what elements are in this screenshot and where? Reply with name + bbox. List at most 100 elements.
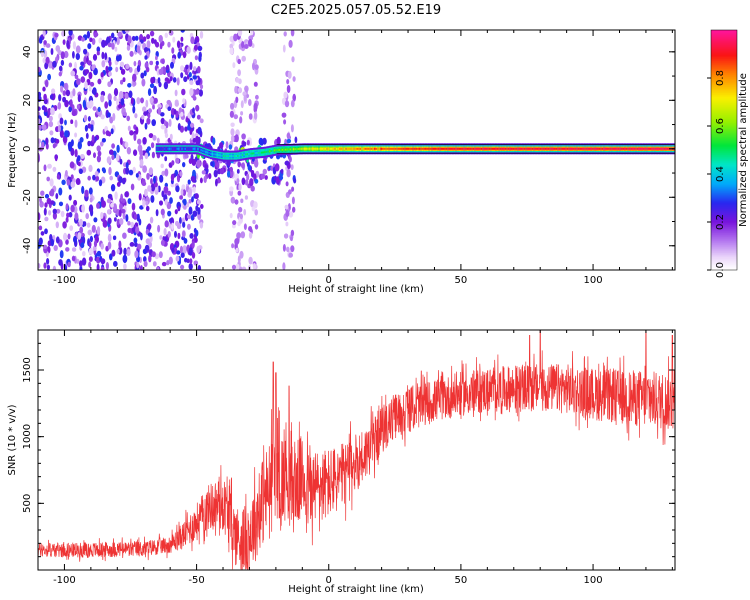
colorbar-segment <box>711 98 737 101</box>
x-tick-label: 100 <box>584 275 603 286</box>
noise-cell <box>174 230 177 238</box>
signal-cell <box>534 147 537 150</box>
signal-cell <box>511 147 513 150</box>
signal-cell <box>303 147 306 150</box>
noise-cell <box>168 218 173 223</box>
signal-cell <box>636 147 639 150</box>
noise-cell <box>160 208 165 216</box>
signal-cell <box>230 155 233 158</box>
noise-cell <box>69 161 75 169</box>
noise-cell <box>241 162 245 169</box>
noise-cell <box>48 210 52 216</box>
noise-cell <box>105 65 109 74</box>
noise-cell <box>98 179 103 187</box>
noise-cell <box>164 168 169 177</box>
noise-cell <box>146 146 151 151</box>
noise-cell <box>126 248 131 256</box>
colorbar-segment <box>711 62 737 65</box>
noise-cell <box>107 42 113 48</box>
signal-cell <box>512 147 515 150</box>
noise-cell <box>293 177 297 184</box>
noise-cell <box>173 109 177 115</box>
noise-cell <box>105 262 109 270</box>
noise-cell <box>192 210 198 217</box>
noise-cell <box>74 212 79 221</box>
y-tick-label: 20 <box>22 94 33 107</box>
signal-cell <box>375 147 378 150</box>
noise-cell <box>70 181 76 188</box>
signal-cell <box>641 147 644 150</box>
colorbar-strip <box>711 30 737 271</box>
noise-cell <box>110 128 114 135</box>
noise-cell <box>264 175 268 180</box>
colorbar-segment <box>711 222 737 225</box>
noise-cell <box>114 191 118 200</box>
signal-cell <box>399 147 402 150</box>
noise-cell <box>180 36 184 42</box>
noise-cell <box>153 97 158 104</box>
noise-cell <box>143 260 148 267</box>
signal-cell <box>601 147 604 150</box>
noise-cell <box>208 173 212 180</box>
noise-cell <box>108 166 112 176</box>
colorbar-segment <box>711 34 737 37</box>
noise-cell <box>288 211 294 218</box>
colorbar-segment <box>711 120 737 123</box>
colorbar-tick-label: 0.0 <box>715 262 726 278</box>
signal-cell <box>313 147 316 150</box>
noise-cell <box>43 93 47 101</box>
snr-x-axis-label: Height of straight line (km) <box>288 584 424 595</box>
signal-cell <box>221 154 224 157</box>
noise-cell <box>85 132 89 139</box>
noise-cell <box>250 170 255 175</box>
colorbar-segment <box>711 78 737 81</box>
x-tick-label: 0 <box>326 575 332 586</box>
noise-cell <box>81 236 86 245</box>
noise-cell <box>149 60 154 66</box>
signal-cell <box>555 147 558 150</box>
noise-cell <box>165 64 170 71</box>
noise-cell <box>290 164 294 171</box>
noise-cell <box>83 221 87 227</box>
noise-cell <box>50 238 55 247</box>
noise-cell <box>62 39 66 45</box>
signal-cell <box>361 147 364 150</box>
noise-cell <box>182 245 188 254</box>
signal-cell <box>483 147 486 150</box>
noise-cell <box>117 31 123 37</box>
colorbar-segment <box>711 254 737 257</box>
noise-cell <box>142 165 148 173</box>
noise-cell <box>95 175 100 182</box>
noise-cell <box>45 56 50 64</box>
noise-cell <box>163 186 169 194</box>
noise-cell <box>249 178 254 187</box>
noise-cell <box>49 94 54 100</box>
noise-cell <box>189 233 194 239</box>
noise-cell <box>164 199 168 206</box>
noise-cell <box>160 112 165 117</box>
noise-cell <box>127 83 132 88</box>
colorbar-segment <box>711 190 737 193</box>
colorbar-segment <box>711 52 737 55</box>
colorbar-segment <box>711 130 737 133</box>
colorbar-segment <box>711 30 737 33</box>
noise-cell <box>254 64 259 70</box>
noise-cell <box>76 104 80 110</box>
signal-cell <box>477 147 480 150</box>
noise-cell <box>113 88 119 97</box>
noise-cell <box>66 179 71 186</box>
noise-cell <box>180 264 185 270</box>
noise-cell <box>125 63 130 70</box>
noise-cell <box>166 201 172 210</box>
noise-cell <box>42 57 47 64</box>
colorbar-segment <box>711 132 737 135</box>
noise-cell <box>138 193 142 201</box>
signal-cell <box>237 154 240 157</box>
noise-cell <box>136 261 140 269</box>
noise-cell <box>171 222 174 230</box>
noise-cell <box>106 36 111 45</box>
signal-cell <box>280 148 283 151</box>
colorbar-segment <box>711 202 737 205</box>
noise-cell <box>186 201 190 208</box>
noise-cell <box>83 48 88 55</box>
